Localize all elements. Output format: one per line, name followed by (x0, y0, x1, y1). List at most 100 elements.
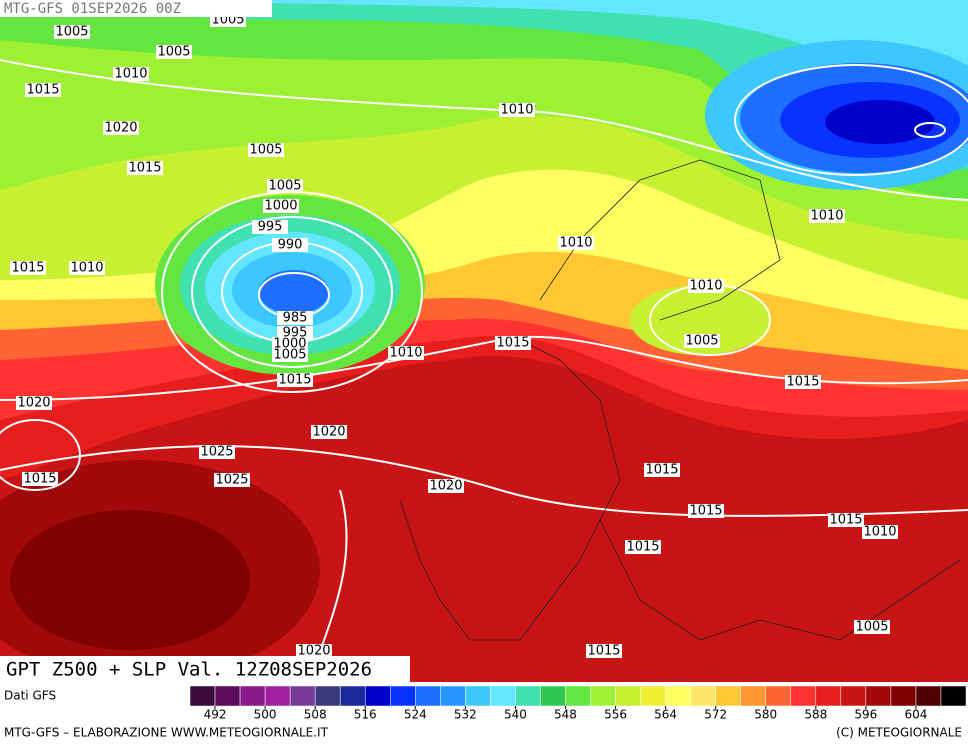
isobar-label: 1005 (157, 45, 190, 60)
coastlines (399, 159, 961, 641)
colorbar-swatch (640, 685, 666, 707)
colorbar-swatch (289, 685, 316, 707)
isobar-label-bg (854, 620, 890, 634)
colorbar-swatch (740, 685, 766, 707)
colorbar-swatch (214, 685, 241, 707)
isobar-label: 1005 (855, 620, 888, 635)
colorbar-tick-label: 580 (754, 708, 777, 722)
isobar-label: 1015 (689, 504, 722, 519)
isobar-label-bg (828, 513, 864, 527)
colorbar-tick-label: 532 (454, 708, 477, 722)
colorbar-swatch (515, 685, 541, 707)
colorbar-tick-label: 604 (904, 708, 927, 722)
isobar-label-bg (558, 236, 594, 250)
isobar-label: 1015 (645, 463, 678, 478)
isobar-label-bg (267, 179, 303, 193)
isobar-label-bg (113, 67, 149, 81)
isobar-label-bg (499, 103, 535, 117)
isobar-label-bg (644, 463, 680, 477)
title-box (0, 656, 410, 682)
isobar-label-bg (586, 644, 622, 658)
colorbar-swatch (890, 685, 917, 707)
isobar-label-bg (625, 540, 661, 554)
isobar-label: 1010 (70, 261, 103, 276)
header-box (0, 0, 272, 17)
isobar-label: 1025 (200, 445, 233, 460)
isobar-label-bg (272, 348, 308, 362)
source-label: Dati GFS (4, 689, 56, 703)
isobar-label-bg (252, 220, 288, 234)
colorbar-tick-label: 540 (504, 708, 527, 722)
colorbar-swatch (540, 685, 566, 707)
isobar-label: 995 (258, 220, 283, 235)
isobar-label-bg (10, 261, 46, 275)
isobar-label-bg (248, 143, 284, 157)
isobar-label: 1020 (429, 479, 462, 494)
colorbar-tick-label: 508 (304, 708, 327, 722)
isobar-label: 1000 (273, 337, 306, 352)
isobar-label: 1015 (128, 161, 161, 176)
isobar-label: 1020 (312, 425, 345, 440)
colorbar-swatch (239, 685, 266, 707)
isobar-label: 1015 (786, 375, 819, 390)
isobar-label-bg (296, 644, 332, 658)
colorbar-tick-label: 548 (554, 708, 577, 722)
isobar-label-group: 1005100510051010101510101020100510151005… (10, 13, 898, 659)
isobar-label: 1020 (297, 644, 330, 659)
colorbar-tick-label: 588 (804, 708, 827, 722)
colorbar-tick-label: 516 (354, 708, 377, 722)
isobar-label: 1015 (23, 472, 56, 487)
isobar-label: 1015 (278, 373, 311, 388)
isobar-label-bg (25, 83, 61, 97)
isobar-label: 1010 (500, 103, 533, 118)
colorbar-swatch (440, 685, 466, 707)
colorbar-swatch (915, 685, 942, 707)
isobar-label: 995 (283, 326, 308, 341)
isobar-label: 1000 (264, 199, 297, 214)
isobar-label: 1005 (685, 334, 718, 349)
colorbar-swatch (490, 685, 516, 707)
isobar-label: 1025 (215, 473, 248, 488)
isobar-label: 1015 (829, 513, 862, 528)
isobar-label-bg (156, 45, 192, 59)
isobar-label-bg (311, 425, 347, 439)
colorbar-tick-label: 596 (854, 708, 877, 722)
colorbar-swatch (665, 685, 691, 707)
colorbar-swatch (465, 685, 491, 707)
isobar-label-bg (428, 479, 464, 493)
isobar-label-bg (684, 334, 720, 348)
isobar-label: 1005 (249, 143, 282, 158)
isobar-label: 1010 (689, 279, 722, 294)
colorbar-swatch (415, 685, 441, 707)
isobar-label: 1005 (273, 348, 306, 363)
colorbar-swatch (815, 685, 842, 707)
isobar-label-bg (277, 311, 313, 325)
colorbar-swatch (865, 685, 892, 707)
isobar-label: 1015 (626, 540, 659, 555)
colorbar-tick-label: 572 (704, 708, 727, 722)
colorbar-swatch (565, 685, 591, 707)
isobar-label: 1010 (559, 236, 592, 251)
isobar-label-bg (277, 373, 313, 387)
isobar-label-bg (688, 279, 724, 293)
isobar-label: 1005 (268, 179, 301, 194)
isobar-label: 1010 (863, 525, 896, 540)
run-label: MTG-GFS 01SEP2026 00Z (4, 1, 181, 17)
footer-right: (C) METEOGIORNALE (836, 726, 962, 740)
isobar-label-bg (809, 209, 845, 223)
colorbar-swatch (790, 685, 817, 707)
isobar-label: 1015 (587, 644, 620, 659)
colorbar-tick-label: 500 (254, 708, 277, 722)
isobar-label: 1010 (389, 346, 422, 361)
isobar-label-bg (272, 238, 308, 252)
isobar-label-bg (54, 25, 90, 39)
isobar-label: 1015 (26, 83, 59, 98)
colorbar: 492 500 508 516 524 532 540 548 556 564 572 580 588 5… (189, 685, 967, 722)
colorbar-swatch (390, 685, 416, 707)
isobar-label: 990 (278, 238, 303, 253)
colorbar-swatch (615, 685, 641, 707)
isobar-label-bg (277, 326, 313, 340)
isobar-label-bg (127, 161, 163, 175)
isobar-label-bg (199, 445, 235, 459)
colorbar-tick-label: 524 (404, 708, 427, 722)
